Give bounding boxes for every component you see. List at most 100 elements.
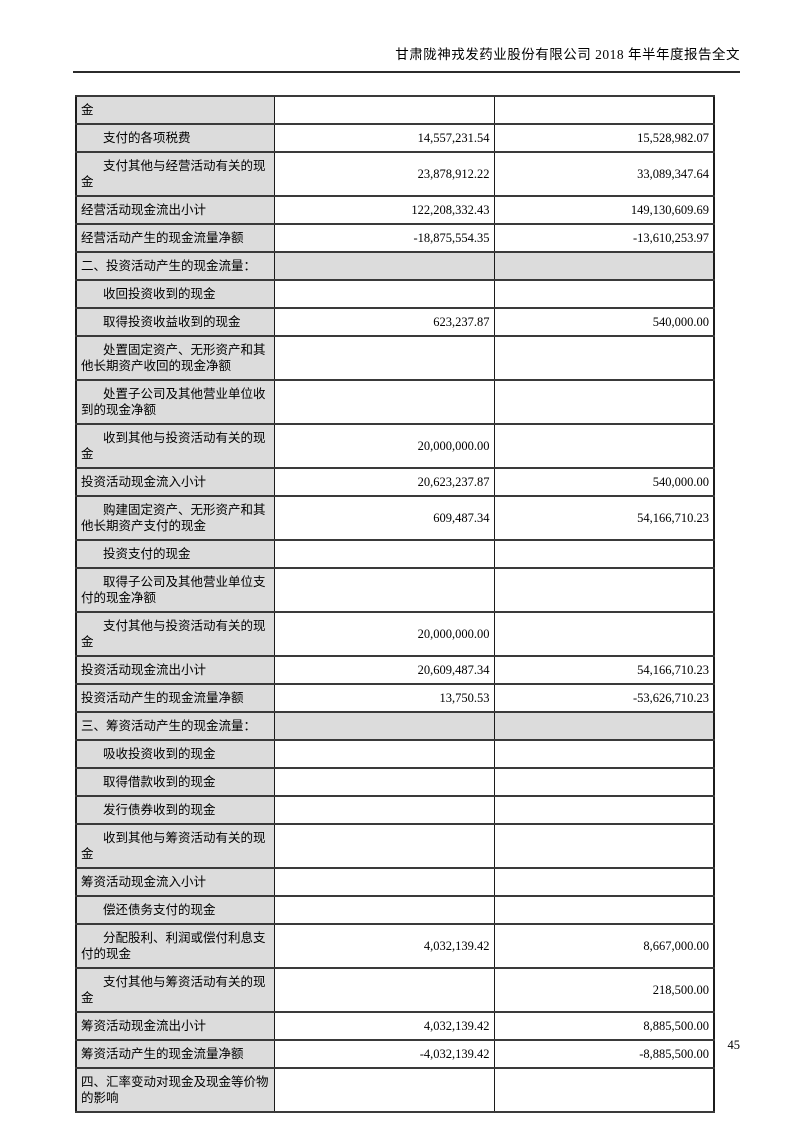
value-prior-period bbox=[493, 539, 715, 569]
value-current-period bbox=[273, 1067, 495, 1113]
value-current-period bbox=[273, 739, 495, 769]
table-row: 筹资活动现金流入小计 bbox=[75, 867, 715, 897]
value-current-period bbox=[273, 767, 495, 797]
value-prior-period bbox=[493, 423, 715, 469]
row-label: 购建固定资产、无形资产和其他长期资产支付的现金 bbox=[75, 495, 275, 541]
value-current-period bbox=[273, 795, 495, 825]
table-row: 支付其他与投资活动有关的现金 20,000,000.00 bbox=[75, 611, 715, 657]
table-row: 取得借款收到的现金 bbox=[75, 767, 715, 797]
row-label: 二、投资活动产生的现金流量： bbox=[75, 251, 275, 281]
value-prior-period: 8,667,000.00 bbox=[493, 923, 715, 969]
row-label: 筹资活动现金流出小计 bbox=[75, 1011, 275, 1041]
value-current-period: 609,487.34 bbox=[273, 495, 495, 541]
table-row: 筹资活动现金流出小计 4,032,139.42 8,885,500.00 bbox=[75, 1011, 715, 1041]
page-number: 45 bbox=[727, 1038, 741, 1052]
value-prior-period: 8,885,500.00 bbox=[493, 1011, 715, 1041]
value-prior-period: 33,089,347.64 bbox=[493, 151, 715, 197]
table-row: 取得投资收益收到的现金 623,237.87 540,000.00 bbox=[75, 307, 715, 337]
table-row: 收到其他与筹资活动有关的现金 bbox=[75, 823, 715, 869]
table-row: 发行债券收到的现金 bbox=[75, 795, 715, 825]
row-label: 取得子公司及其他营业单位支付的现金净额 bbox=[75, 567, 275, 613]
value-prior-period bbox=[493, 767, 715, 797]
table-row: 投资活动现金流入小计 20,623,237.87 540,000.00 bbox=[75, 467, 715, 497]
table-row: 偿还债务支付的现金 bbox=[75, 895, 715, 925]
value-current-period: 20,000,000.00 bbox=[273, 423, 495, 469]
row-label: 取得投资收益收到的现金 bbox=[75, 307, 275, 337]
value-current-period bbox=[273, 895, 495, 925]
table-row: 处置固定资产、无形资产和其他长期资产收回的现金净额 bbox=[75, 335, 715, 381]
row-label: 收回投资收到的现金 bbox=[75, 279, 275, 309]
value-current-period: 20,609,487.34 bbox=[273, 655, 495, 685]
table-row: 取得子公司及其他营业单位支付的现金净额 bbox=[75, 567, 715, 613]
table-row: 支付其他与筹资活动有关的现金 218,500.00 bbox=[75, 967, 715, 1013]
table-row: 金 bbox=[75, 95, 715, 125]
row-label: 支付的各项税费 bbox=[75, 123, 275, 153]
value-current-period: 23,878,912.22 bbox=[273, 151, 495, 197]
value-prior-period: 540,000.00 bbox=[493, 467, 715, 497]
value-prior-period: 54,166,710.23 bbox=[493, 655, 715, 685]
table-row: 经营活动现金流出小计 122,208,332.43 149,130,609.69 bbox=[75, 195, 715, 225]
row-label: 四、汇率变动对现金及现金等价物的影响 bbox=[75, 1067, 275, 1113]
table-row: 三、筹资活动产生的现金流量： bbox=[75, 711, 715, 741]
row-label: 发行债券收到的现金 bbox=[75, 795, 275, 825]
value-current-period: 13,750.53 bbox=[273, 683, 495, 713]
table-row: 投资活动现金流出小计 20,609,487.34 54,166,710.23 bbox=[75, 655, 715, 685]
row-label: 吸收投资收到的现金 bbox=[75, 739, 275, 769]
value-prior-period bbox=[493, 611, 715, 657]
row-label: 经营活动现金流出小计 bbox=[75, 195, 275, 225]
table-row: 支付其他与经营活动有关的现金 23,878,912.22 33,089,347.64 bbox=[75, 151, 715, 197]
value-prior-period bbox=[493, 567, 715, 613]
row-label: 支付其他与筹资活动有关的现金 bbox=[75, 967, 275, 1013]
value-current-period bbox=[273, 335, 495, 381]
value-current-period: 20,000,000.00 bbox=[273, 611, 495, 657]
row-label: 三、筹资活动产生的现金流量： bbox=[75, 711, 275, 741]
value-prior-period bbox=[493, 379, 715, 425]
row-label: 处置固定资产、无形资产和其他长期资产收回的现金净额 bbox=[75, 335, 275, 381]
value-current-period bbox=[273, 967, 495, 1013]
row-label: 支付其他与投资活动有关的现金 bbox=[75, 611, 275, 657]
value-prior-period: 15,528,982.07 bbox=[493, 123, 715, 153]
row-label: 支付其他与经营活动有关的现金 bbox=[75, 151, 275, 197]
value-current-period bbox=[273, 711, 495, 741]
value-prior-period bbox=[493, 95, 715, 125]
table-row: 筹资活动产生的现金流量净额 -4,032,139.42 -8,885,500.00 bbox=[75, 1039, 715, 1069]
row-label: 经营活动产生的现金流量净额 bbox=[75, 223, 275, 253]
value-current-period: 4,032,139.42 bbox=[273, 1011, 495, 1041]
value-prior-period: 54,166,710.23 bbox=[493, 495, 715, 541]
row-label: 筹资活动现金流入小计 bbox=[75, 867, 275, 897]
value-current-period bbox=[273, 823, 495, 869]
row-label: 投资活动现金流出小计 bbox=[75, 655, 275, 685]
row-label: 投资支付的现金 bbox=[75, 539, 275, 569]
value-prior-period: -13,610,253.97 bbox=[493, 223, 715, 253]
value-current-period bbox=[273, 567, 495, 613]
value-prior-period: 149,130,609.69 bbox=[493, 195, 715, 225]
row-label: 处置子公司及其他营业单位收到的现金净额 bbox=[75, 379, 275, 425]
table-row: 投资支付的现金 bbox=[75, 539, 715, 569]
value-prior-period bbox=[493, 1067, 715, 1113]
value-prior-period bbox=[493, 711, 715, 741]
value-prior-period: 540,000.00 bbox=[493, 307, 715, 337]
report-title: 甘肃陇神戎发药业股份有限公司 2018 年半年度报告全文 bbox=[395, 47, 740, 62]
table-row: 经营活动产生的现金流量净额 -18,875,554.35 -13,610,253.9… bbox=[75, 223, 715, 253]
value-current-period bbox=[273, 279, 495, 309]
row-label: 筹资活动产生的现金流量净额 bbox=[75, 1039, 275, 1069]
value-current-period: 623,237.87 bbox=[273, 307, 495, 337]
row-label: 偿还债务支付的现金 bbox=[75, 895, 275, 925]
value-current-period: 14,557,231.54 bbox=[273, 123, 495, 153]
page-header: 甘肃陇神戎发药业股份有限公司 2018 年半年度报告全文 bbox=[73, 46, 740, 73]
row-label: 投资活动现金流入小计 bbox=[75, 467, 275, 497]
value-prior-period bbox=[493, 795, 715, 825]
value-current-period bbox=[273, 379, 495, 425]
table-row: 四、汇率变动对现金及现金等价物的影响 bbox=[75, 1067, 715, 1113]
value-prior-period bbox=[493, 335, 715, 381]
table-row: 分配股利、利润或偿付利息支付的现金 4,032,139.42 8,667,000.0… bbox=[75, 923, 715, 969]
value-current-period: 122,208,332.43 bbox=[273, 195, 495, 225]
value-prior-period: -53,626,710.23 bbox=[493, 683, 715, 713]
value-current-period bbox=[273, 251, 495, 281]
table-row: 处置子公司及其他营业单位收到的现金净额 bbox=[75, 379, 715, 425]
value-prior-period bbox=[493, 251, 715, 281]
row-label: 分配股利、利润或偿付利息支付的现金 bbox=[75, 923, 275, 969]
table-row: 购建固定资产、无形资产和其他长期资产支付的现金 609,487.34 54,166,… bbox=[75, 495, 715, 541]
value-prior-period: -8,885,500.00 bbox=[493, 1039, 715, 1069]
value-current-period: 20,623,237.87 bbox=[273, 467, 495, 497]
